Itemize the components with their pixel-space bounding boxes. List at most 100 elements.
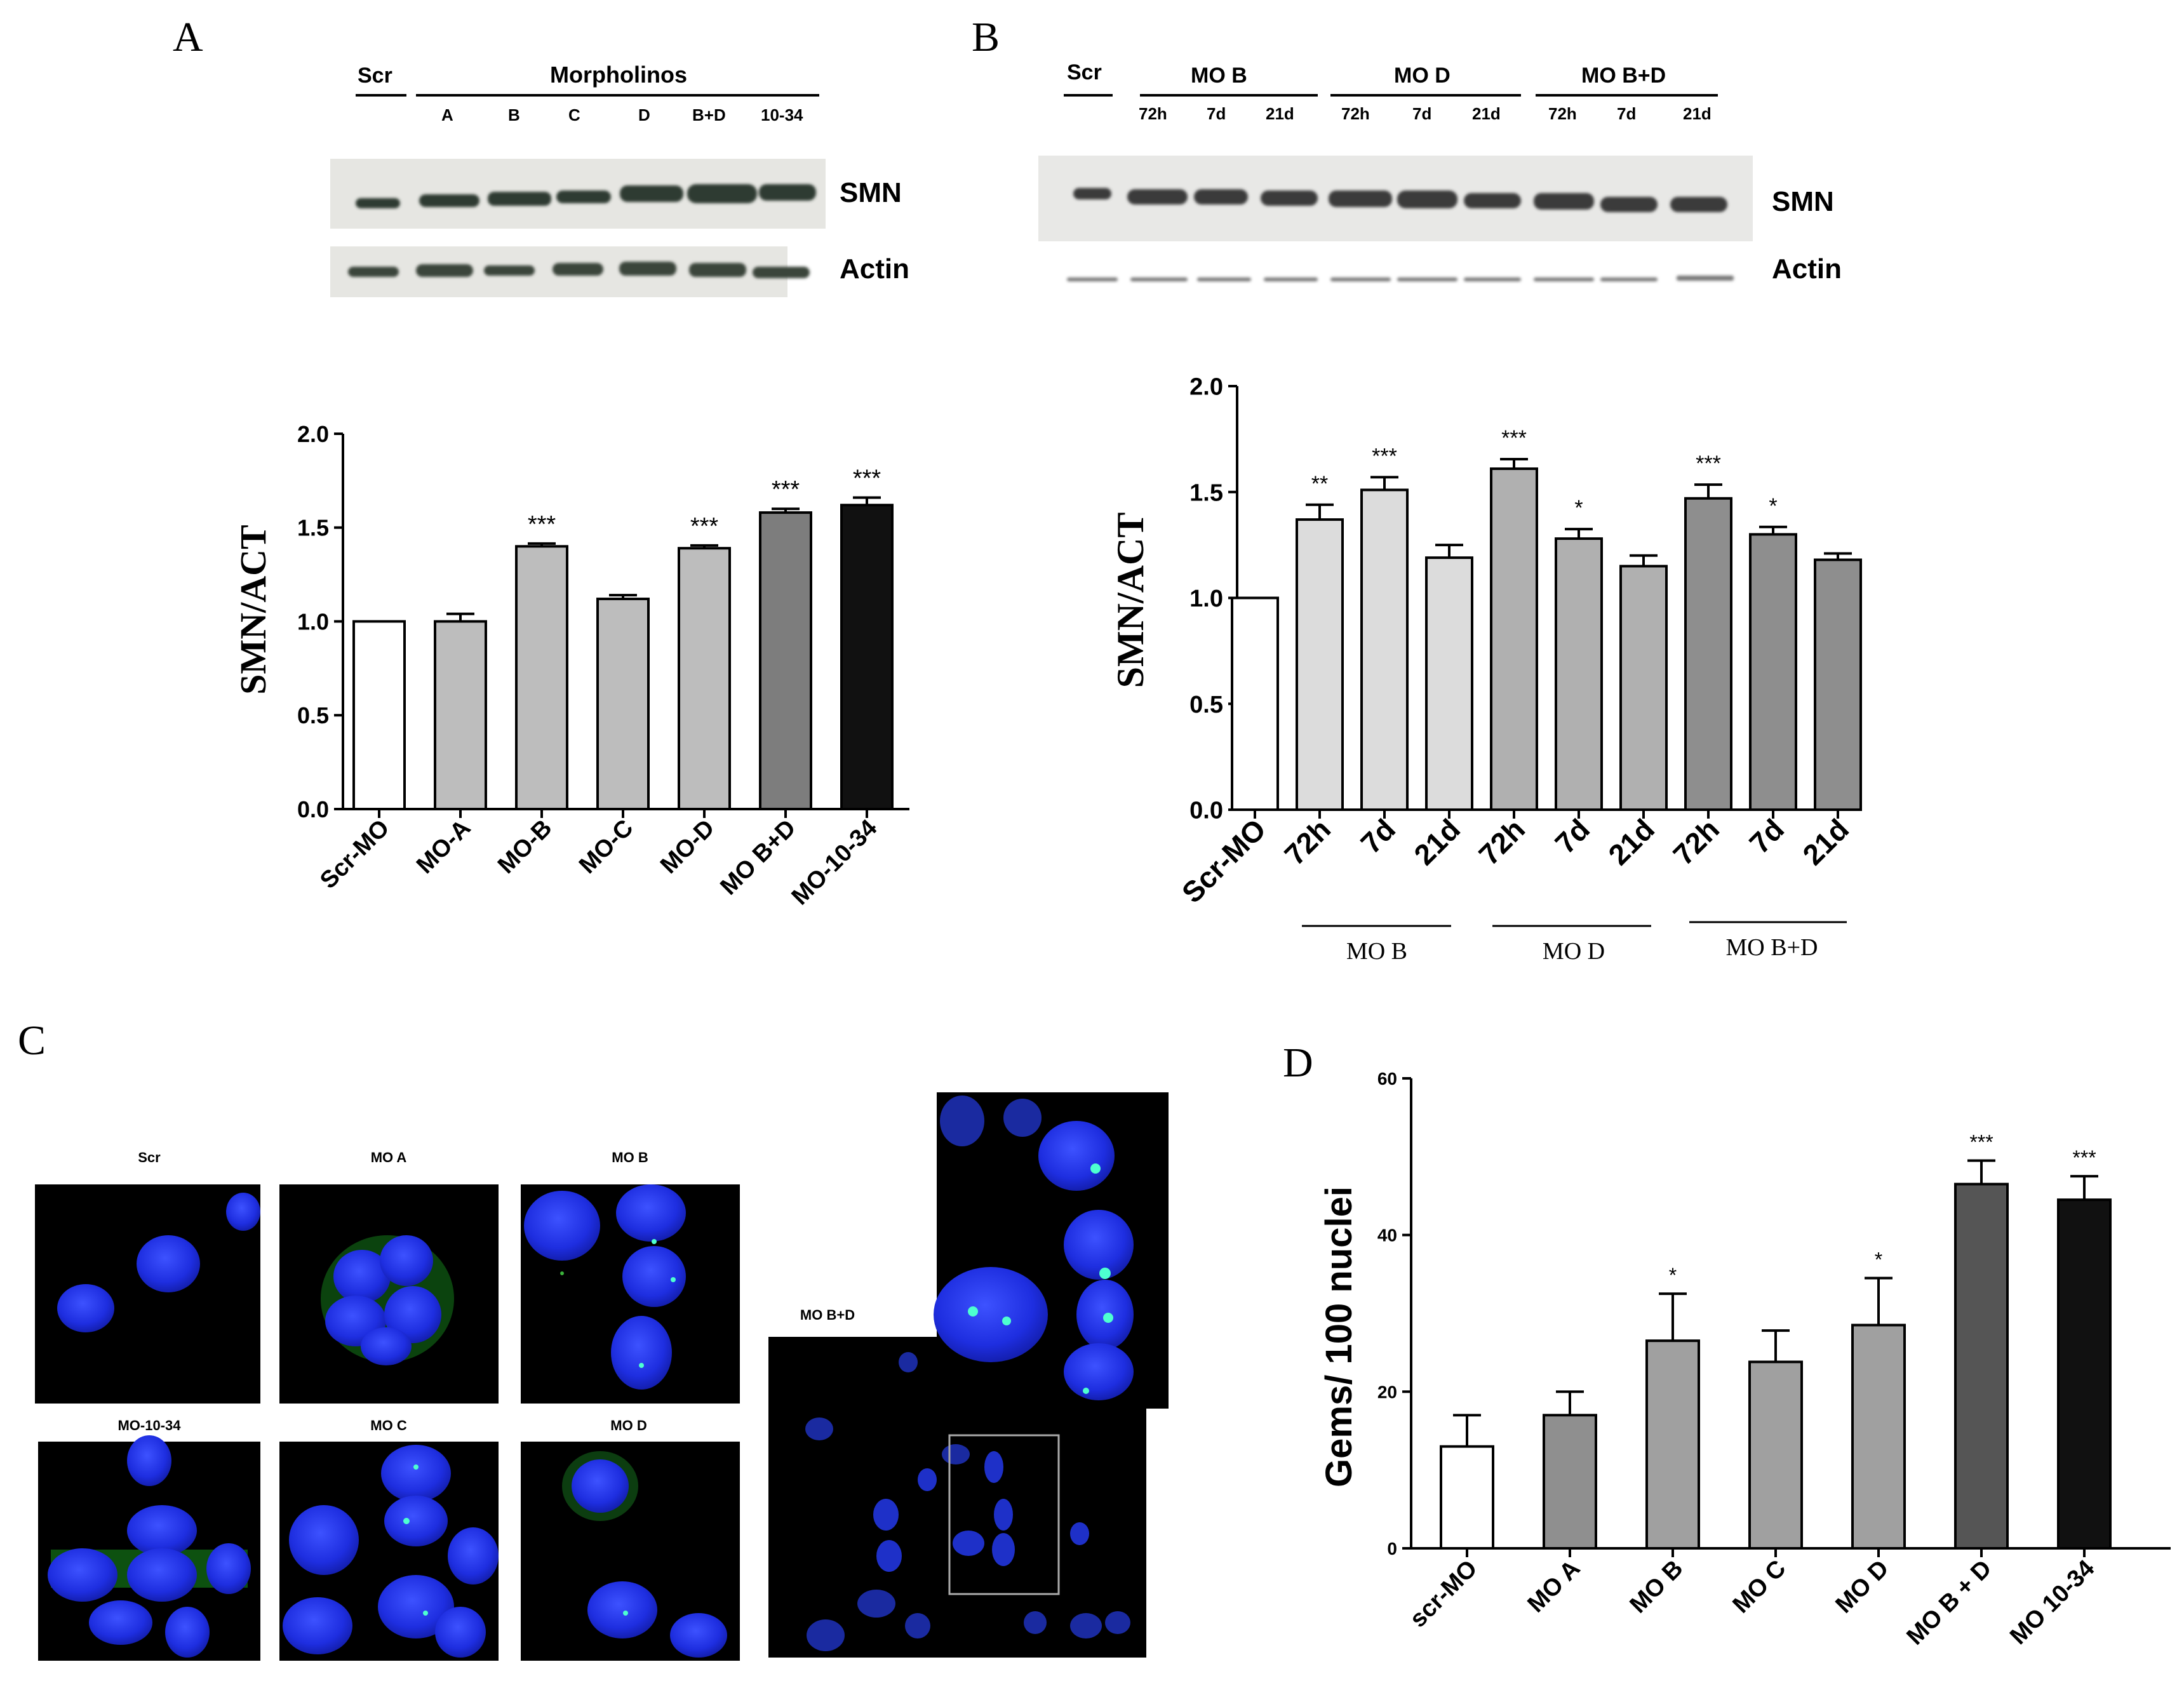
blot-b-group-2: MO D	[1394, 64, 1450, 88]
bar	[1749, 533, 1797, 811]
y-tick-label: 2.0	[1189, 374, 1223, 401]
chart-d-ylabel: Gems/ 100 nuclei	[1318, 1186, 1360, 1487]
bar	[2057, 1198, 2112, 1550]
y-tick-label: 0	[1387, 1539, 1397, 1558]
blot-b-lane-6: 21d	[1472, 104, 1501, 123]
blot-b-lane-1: 72h	[1139, 104, 1167, 123]
micro-label-mo-b-d: MO B+D	[800, 1307, 855, 1323]
blot-b-lane-3: 21d	[1266, 104, 1294, 123]
bar	[1440, 1445, 1494, 1550]
blot-b-scr-label: Scr	[1067, 60, 1102, 84]
microscopy-panel: Scr MO A MO B MO-10-34 MO C MO D MO B+D	[35, 1092, 1169, 1661]
chart-b-group-label-3: MO B+D	[1726, 934, 1818, 961]
micro-label-mo-c: MO C	[370, 1417, 407, 1433]
significance-label: ***	[528, 511, 556, 538]
bar	[1231, 596, 1279, 811]
significance-label: *	[1769, 494, 1777, 518]
significance-label: ***	[1696, 452, 1721, 476]
bar	[1360, 488, 1409, 811]
y-tick-label: 0.0	[1189, 798, 1223, 824]
micro-image-scr	[35, 1184, 260, 1404]
significance-label: ***	[2072, 1146, 2096, 1169]
x-category-label: MO B + D	[1901, 1555, 1997, 1651]
blot-a-lane-1: A	[441, 105, 453, 124]
bar	[840, 504, 894, 810]
x-category-label: 7d	[1548, 812, 1596, 860]
bar	[1684, 497, 1732, 811]
x-category-label: Scr-MO	[315, 815, 394, 894]
x-category-label: MO B	[1625, 1555, 1689, 1619]
x-category-label: 21d	[1796, 812, 1855, 871]
chart-a: SMN/ACT 0.0 0.5 1.0 1.5 2.0 Scr-MO MO-A MO-B MO-…	[232, 421, 909, 910]
y-tick-label: 0.5	[1189, 692, 1223, 718]
x-category-label: 72h	[1666, 812, 1725, 871]
micro-image-mo-d	[521, 1442, 740, 1661]
x-category-label: 21d	[1407, 812, 1466, 871]
blot-b-smn-label: SMN	[1772, 186, 1834, 217]
x-category-label: scr-MO	[1405, 1555, 1482, 1633]
micro-label-scr: Scr	[138, 1149, 161, 1165]
bar	[1619, 565, 1668, 811]
bar	[596, 598, 650, 810]
x-category-label: MO A	[1523, 1555, 1586, 1618]
y-tick-label: 20	[1377, 1382, 1397, 1402]
bar	[678, 547, 731, 810]
zoom-box	[948, 1434, 1060, 1595]
chart-b-group-label-2: MO D	[1543, 938, 1605, 965]
y-tick-label: 0.5	[297, 702, 329, 728]
bar	[1425, 556, 1473, 811]
blot-a-actin-bands	[348, 262, 810, 278]
blot-a-lane-6: 10-34	[761, 105, 803, 124]
micro-image-mo-10-34	[38, 1435, 260, 1661]
chart-b-ylabel: SMN/ACT	[1109, 513, 1151, 688]
bar	[434, 620, 487, 810]
x-category-label: MO-D	[655, 815, 720, 879]
blot-a-lane-5: B+D	[692, 105, 726, 124]
panel-letter-b: B	[972, 14, 1000, 60]
blot-a-lane-3: C	[568, 105, 580, 124]
y-tick-label: 1.0	[1189, 586, 1223, 612]
y-tick-label: 1.5	[297, 515, 329, 541]
y-tick-label: 60	[1377, 1069, 1397, 1089]
x-category-label: 72h	[1472, 812, 1531, 871]
blot-a-smn-bands	[356, 184, 816, 208]
x-category-label: MO 10-34	[2005, 1555, 2100, 1650]
significance-label: ***	[1501, 426, 1527, 450]
micro-label-mo-b: MO B	[612, 1149, 648, 1165]
blot-b-lane-4: 72h	[1341, 104, 1370, 123]
x-category-label: MO-B	[493, 815, 557, 879]
y-tick-label: 2.0	[297, 421, 329, 447]
blot-a-smn-label: SMN	[840, 177, 902, 208]
bar	[1645, 1339, 1700, 1550]
blot-a-lane-2: B	[508, 105, 520, 124]
panel-letter-a: A	[173, 14, 203, 60]
blot-b-lane-2: 7d	[1207, 104, 1226, 123]
micro-label-mo-10-34: MO-10-34	[117, 1417, 181, 1433]
blot-b-actin-label: Actin	[1772, 253, 1842, 285]
blot-b: Scr MO B MO D MO B+D 72h 7d 21d 72h 7d 2…	[1038, 60, 1842, 285]
micro-image-mo-a	[279, 1184, 499, 1404]
x-category-label: 7d	[1743, 812, 1790, 860]
bar	[1814, 558, 1862, 811]
x-category-label: 21d	[1602, 812, 1661, 871]
x-category-label: MO C	[1728, 1555, 1792, 1619]
y-tick-label: 0.0	[297, 796, 329, 822]
blot-a-group-label: Morpholinos	[550, 62, 687, 88]
significance-label: *	[1574, 496, 1583, 520]
chart-b-group-label-1: MO B	[1346, 938, 1407, 965]
chart-d: Gems/ 100 nuclei 0 20 40 60 scr-MO MO A MO B MO…	[1318, 1069, 2171, 1651]
blot-b-lane-9: 21d	[1683, 104, 1712, 123]
significance-label: ***	[772, 476, 800, 503]
blot-b-lane-7: 72h	[1548, 104, 1577, 123]
x-category-label: MO-A	[412, 815, 476, 879]
blot-b-smn-bands	[1073, 188, 1727, 212]
bar	[1748, 1360, 1803, 1550]
micro-image-mo-b	[521, 1184, 740, 1404]
y-tick-label: 40	[1377, 1226, 1397, 1245]
x-category-label: MO D	[1831, 1555, 1894, 1619]
blot-b-group-3: MO B+D	[1581, 64, 1666, 88]
blot-b-lane-5: 7d	[1412, 104, 1431, 123]
blot-a-lane-4: D	[638, 105, 650, 124]
